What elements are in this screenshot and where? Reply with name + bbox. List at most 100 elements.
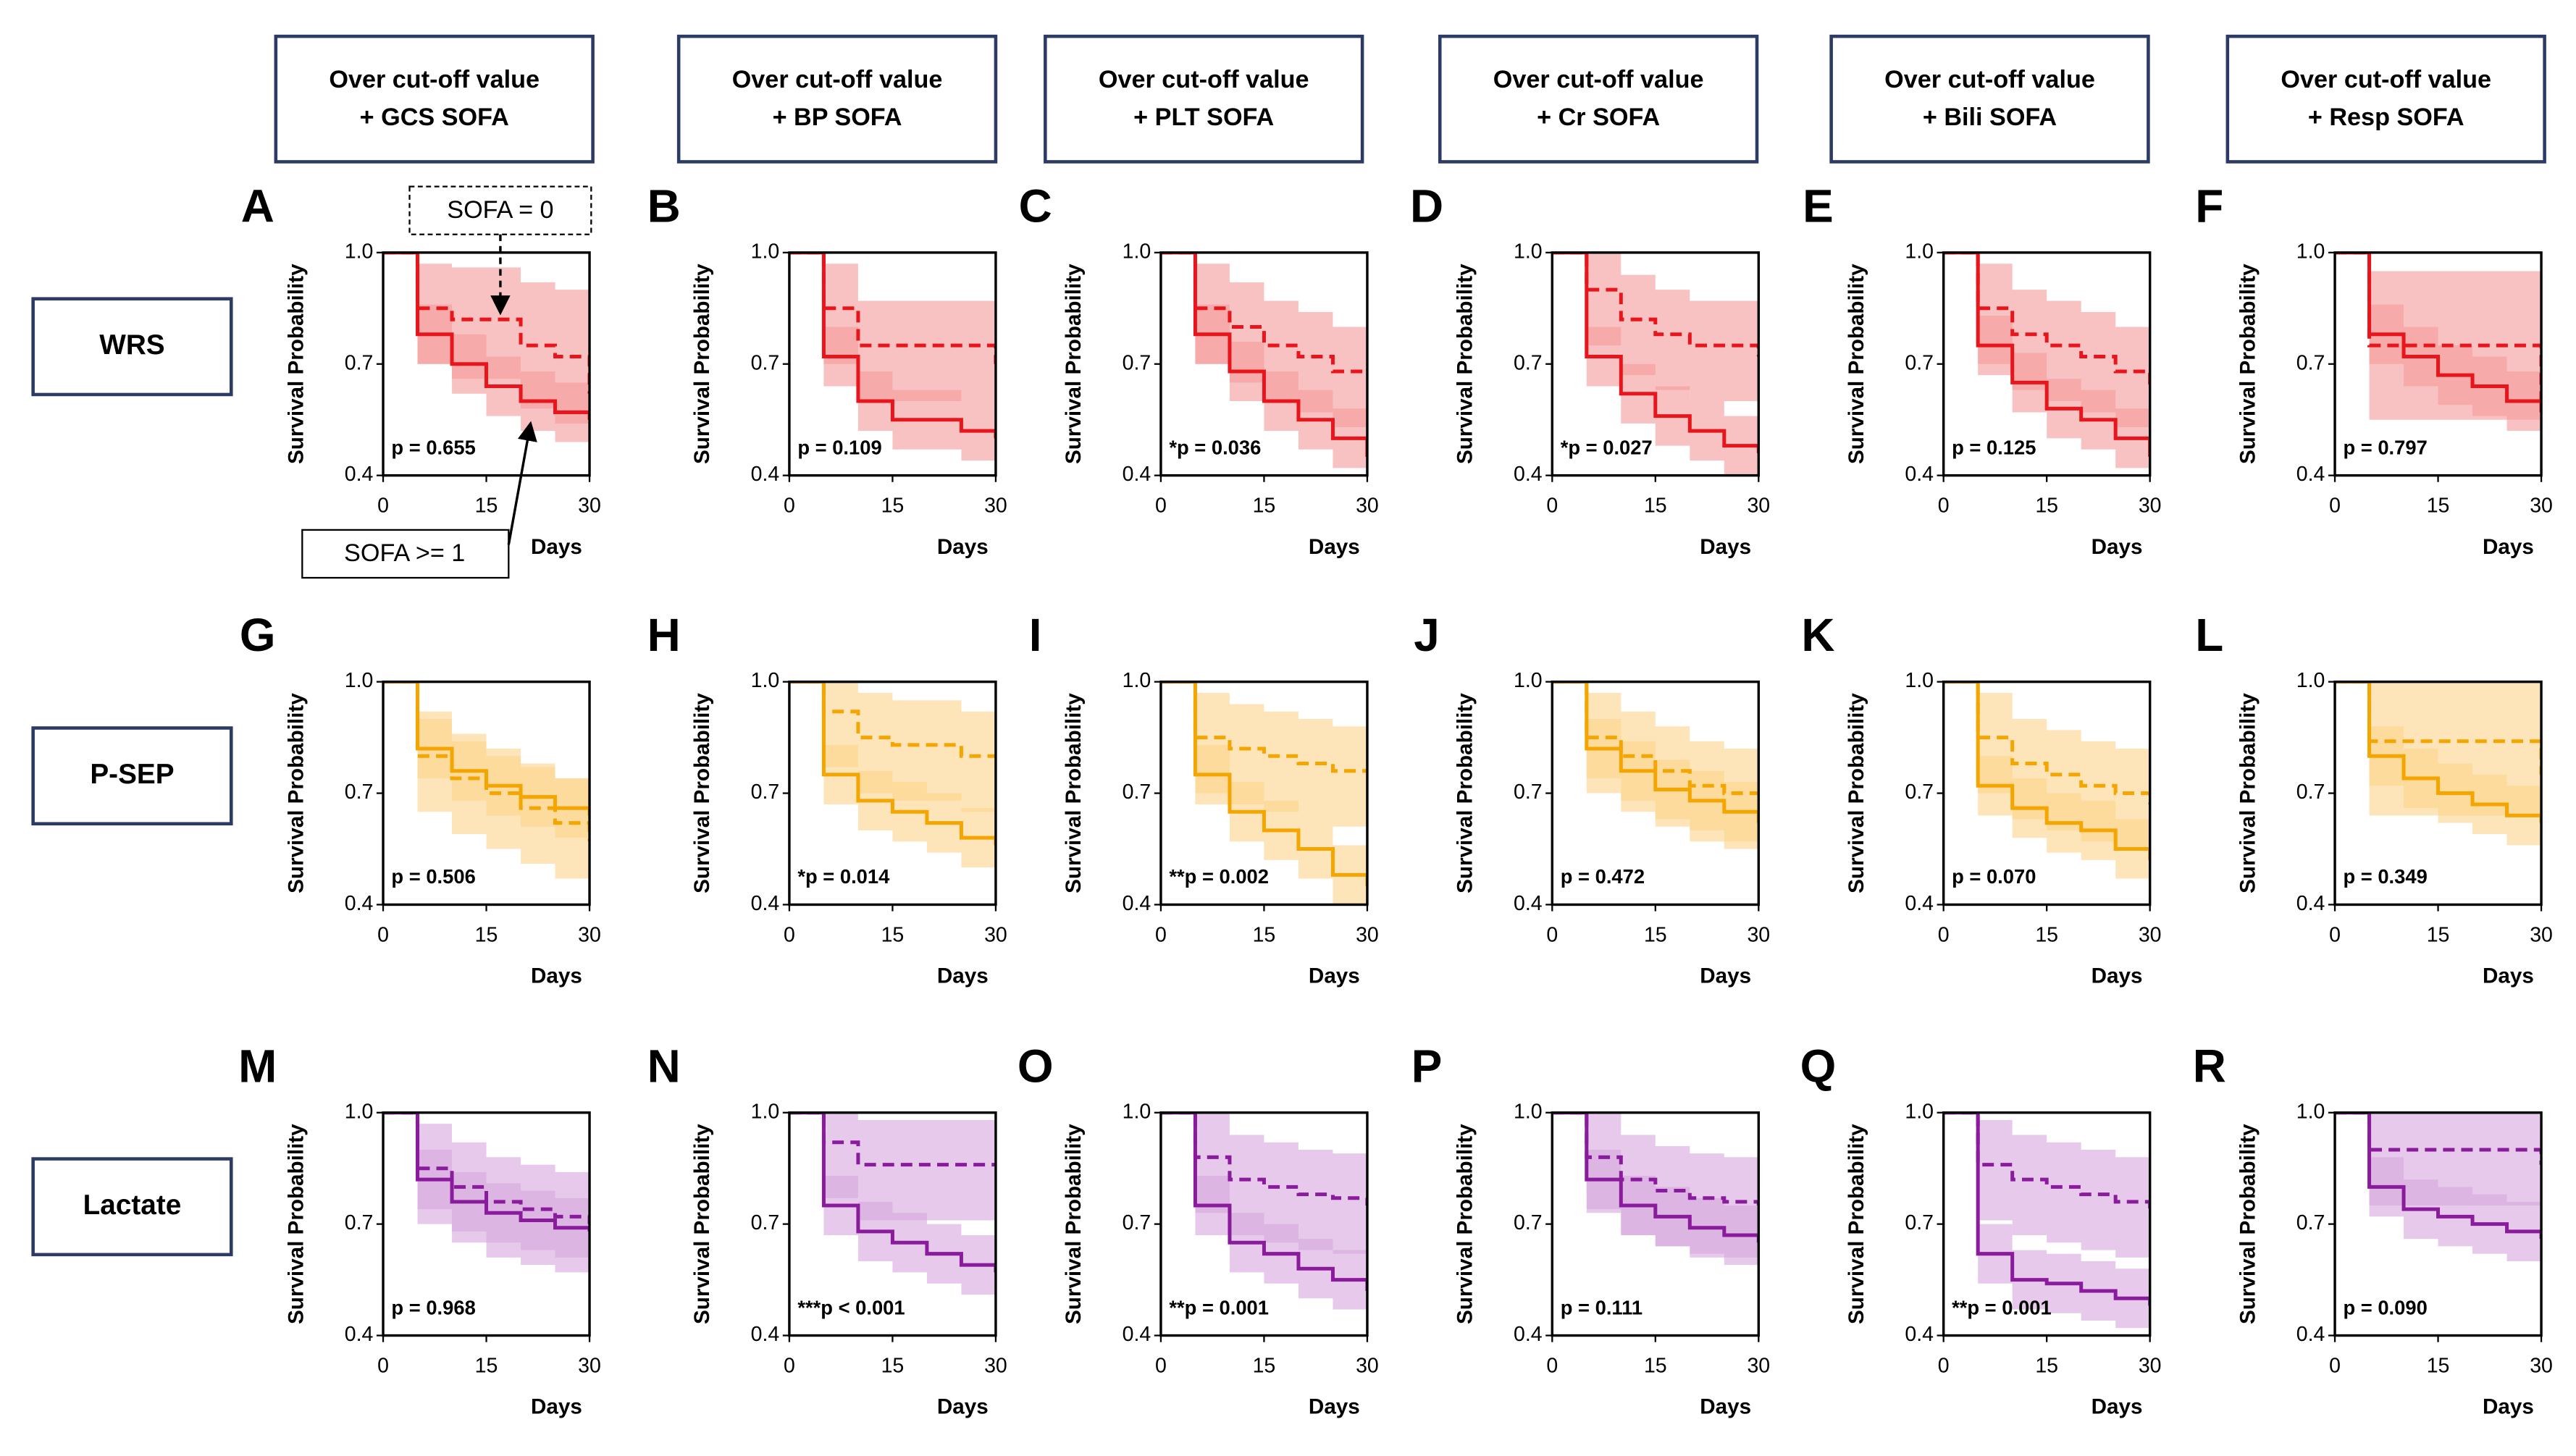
plot-area <box>383 1112 590 1280</box>
x-tick-label: 30 <box>1356 495 1379 518</box>
y-tick-label: 0.7 <box>2296 1211 2325 1234</box>
plot-frame <box>788 680 997 906</box>
x-tick-label: 0 <box>784 923 795 946</box>
row-label-box <box>31 297 233 397</box>
x-tick-label: 30 <box>2530 495 2553 518</box>
x-axis-label: Days <box>937 964 989 988</box>
x-axis-label: Days <box>531 535 582 559</box>
survival-curve-dashed <box>1160 1112 1367 1206</box>
panel-label: P <box>1411 1040 1443 1092</box>
x-tick-label: 15 <box>2427 923 2450 946</box>
confidence-band <box>1943 1112 2150 1266</box>
p-value: *p = 0.036 <box>1169 436 1261 458</box>
x-axis-label: Days <box>2092 1395 2143 1419</box>
x-tick-label: 30 <box>2139 1354 2162 1377</box>
y-axis-label: Survival Probability <box>690 1124 714 1324</box>
panel-label: R <box>2193 1040 2226 1092</box>
x-tick-label: 15 <box>2035 923 2058 946</box>
panel-label: G <box>240 609 276 661</box>
y-tick-label: 0.7 <box>1514 1211 1543 1234</box>
y-tick-label: 1.0 <box>1123 669 1151 692</box>
survival-curve-dashed <box>1160 252 1367 374</box>
plot-area <box>1943 681 2150 890</box>
y-tick-label: 0.7 <box>2296 351 2325 374</box>
column-header-box <box>676 34 998 164</box>
x-tick-label: 15 <box>1253 495 1276 518</box>
panel-label: B <box>647 180 681 232</box>
y-axis-label: Survival Probability <box>1453 693 1477 893</box>
plot-frame <box>1551 680 1761 906</box>
survival-curve-dashed <box>383 252 590 394</box>
plot-frame <box>382 1111 591 1337</box>
annotation: SOFA >= 1 <box>344 539 465 567</box>
plot-area <box>383 252 590 468</box>
column-header: Over cut-off value <box>329 66 540 93</box>
panel-label: O <box>1018 1040 1054 1092</box>
y-tick-label: 0.7 <box>751 780 780 804</box>
x-axis-label: Days <box>531 1395 582 1419</box>
y-tick-label: 1.0 <box>751 1100 780 1123</box>
y-axis-label: Survival Probability <box>690 693 714 893</box>
plot-area <box>1552 1112 1759 1273</box>
panel: R Survival Probability Days 1.0 0.7 0.40 15 30 p… <box>2193 1040 2553 1418</box>
plot-frame <box>1942 251 2152 477</box>
panel: I Survival Probability Days 1.0 0.7 0.40 15 30 *… <box>1029 609 1379 988</box>
column-header: Over cut-off value <box>2281 66 2491 93</box>
x-tick-label: 30 <box>1356 1354 1379 1377</box>
y-tick-label: 1.0 <box>345 240 374 263</box>
y-axis-label: Survival Probability <box>2236 264 2260 464</box>
x-tick-label: 0 <box>2329 1354 2341 1377</box>
survival-curve <box>789 1112 996 1273</box>
survival-curve-dashed <box>2335 252 2542 402</box>
column-header-box <box>1438 34 1759 164</box>
y-tick-label: 1.0 <box>1514 669 1543 692</box>
x-tick-label: 0 <box>377 923 389 946</box>
column-header: + Resp SOFA <box>2308 104 2464 131</box>
p-value: p = 0.070 <box>1952 865 2036 888</box>
plot-frame <box>1159 680 1369 906</box>
plot-frame <box>1942 680 2152 906</box>
x-tick-label: 0 <box>1938 923 1950 946</box>
y-tick-label: 0.4 <box>751 463 780 486</box>
x-tick-label: 15 <box>881 923 905 946</box>
plot-area <box>1552 681 1759 853</box>
column-header-box <box>2225 34 2546 164</box>
x-tick-label: 0 <box>1155 1354 1167 1377</box>
plot-area <box>1160 252 1367 476</box>
panel-label: J <box>1414 609 1440 661</box>
annotation-arrow <box>507 421 537 545</box>
survival-curve <box>1160 681 1367 886</box>
plot-frame <box>788 1111 997 1337</box>
x-tick-label: 15 <box>475 923 498 946</box>
plot-area <box>2335 681 2542 860</box>
x-tick-label: 15 <box>475 1354 498 1377</box>
panel-label: C <box>1019 180 1052 232</box>
x-tick-label: 0 <box>2329 495 2341 518</box>
x-tick-label: 30 <box>578 923 601 946</box>
confidence-band <box>789 681 996 812</box>
plot-frame <box>1159 251 1369 477</box>
panel-label: K <box>1801 609 1834 661</box>
column-header: + Cr SOFA <box>1537 104 1660 131</box>
plot-frame <box>2333 1111 2543 1337</box>
column-header: + BP SOFA <box>773 104 902 131</box>
y-tick-label: 0.4 <box>1514 463 1543 486</box>
column-header: Over cut-off value <box>1884 66 2095 93</box>
confidence-band <box>1160 1112 1367 1261</box>
x-tick-label: 0 <box>1546 923 1558 946</box>
y-tick-label: 0.7 <box>751 351 780 374</box>
column-header: Over cut-off value <box>1493 66 1704 93</box>
confidence-band <box>789 252 996 468</box>
p-value: **p = 0.001 <box>1952 1296 2052 1318</box>
column-header-box <box>1829 34 2150 164</box>
column-header-box <box>1044 34 1364 164</box>
x-tick-label: 15 <box>2035 495 2058 518</box>
plot-area <box>2335 1112 2542 1269</box>
survival-curve <box>1552 681 1759 823</box>
x-axis-label: Days <box>2092 964 2143 988</box>
p-value: *p = 0.014 <box>797 865 890 888</box>
panel: H Survival Probability Days 1.0 0.7 0.40 15 30 *… <box>647 609 1007 988</box>
p-value: **p = 0.001 <box>1169 1296 1269 1318</box>
y-tick-label: 0.4 <box>2296 463 2325 486</box>
